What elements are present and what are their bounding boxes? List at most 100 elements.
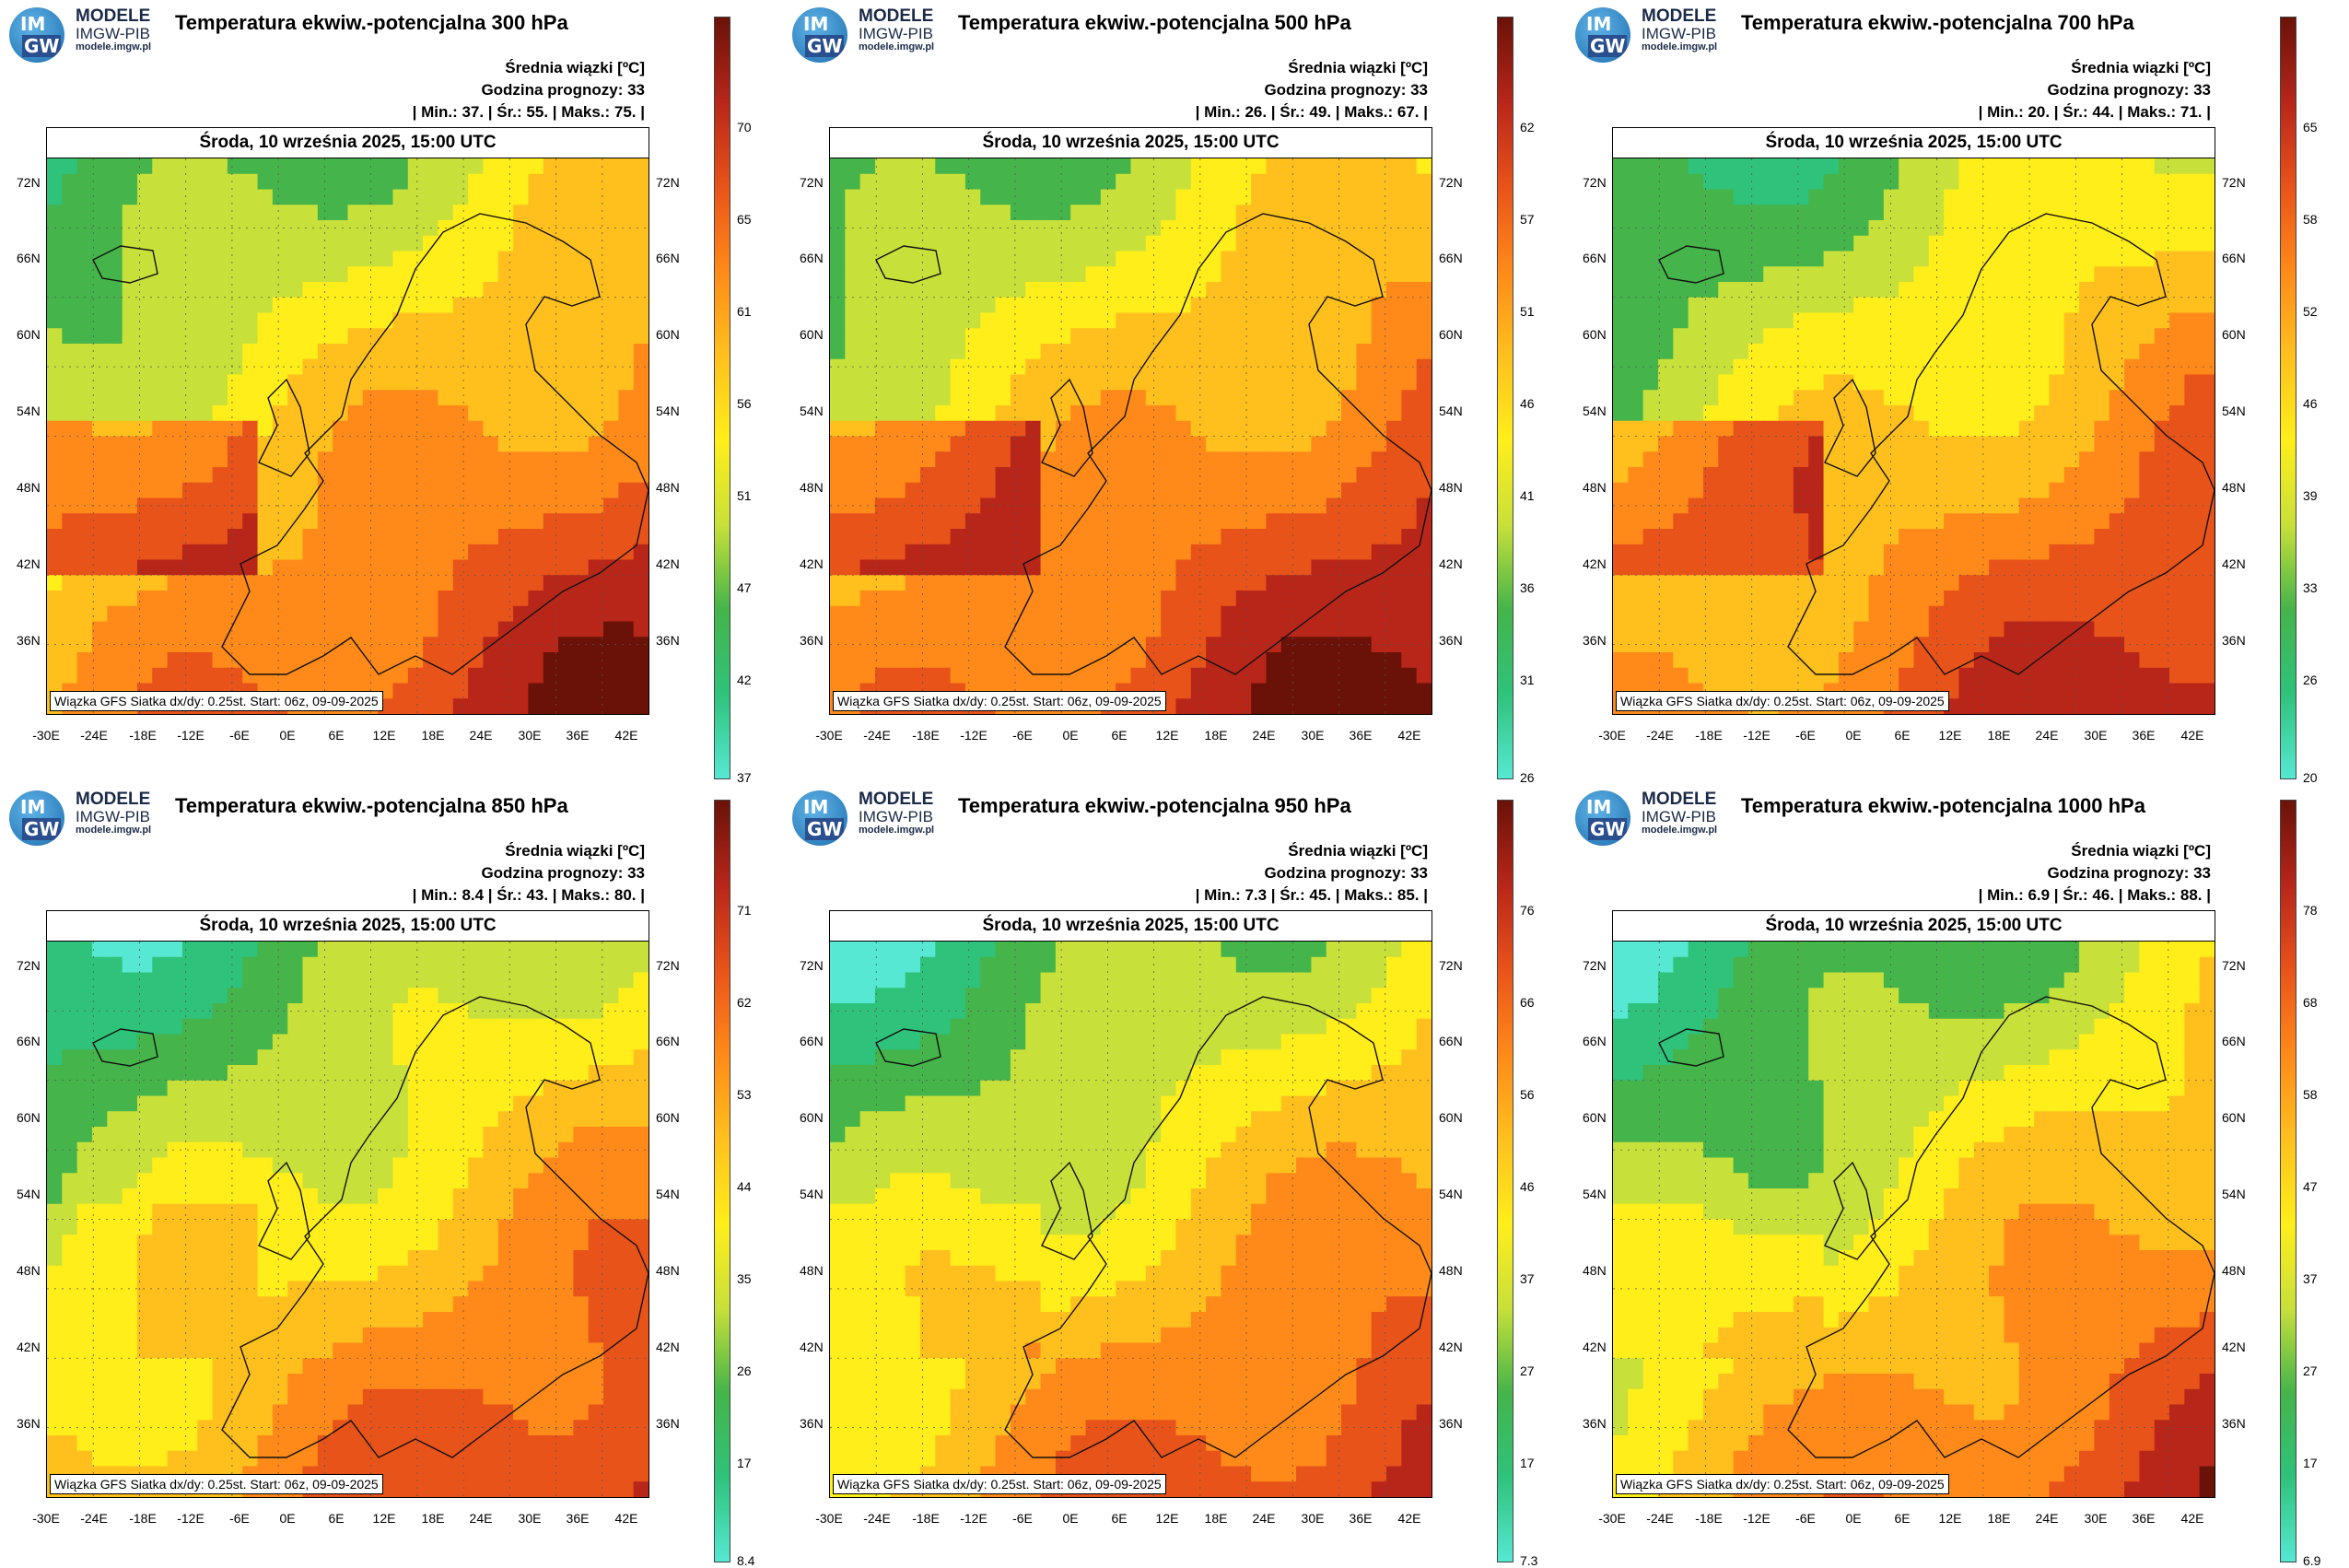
field-cell bbox=[1794, 344, 1809, 359]
field-cell bbox=[558, 1049, 574, 1065]
field-cell bbox=[2109, 560, 2125, 576]
field-cell bbox=[1341, 375, 1357, 391]
field-cell bbox=[2094, 560, 2109, 576]
field-cell bbox=[2200, 591, 2215, 606]
field-cell bbox=[77, 190, 93, 205]
field-cell bbox=[573, 390, 589, 405]
field-cell bbox=[1884, 190, 1899, 205]
field-cell bbox=[137, 560, 153, 576]
field-cell bbox=[603, 483, 619, 498]
field-cell bbox=[287, 483, 303, 498]
field-cell bbox=[1884, 668, 1899, 684]
field-cell bbox=[303, 390, 319, 405]
field-cell bbox=[168, 591, 183, 606]
field-cell bbox=[483, 205, 498, 220]
field-cell bbox=[543, 205, 559, 220]
lat-tick-left: 42N bbox=[17, 556, 41, 571]
field-cell bbox=[318, 266, 333, 282]
field-cell bbox=[1658, 344, 1674, 359]
field-cell bbox=[1191, 390, 1207, 405]
field-cell bbox=[392, 344, 408, 359]
field-cell bbox=[168, 575, 183, 591]
field-cell bbox=[1417, 282, 1432, 298]
field-cell bbox=[287, 1096, 303, 1112]
field-cell bbox=[1086, 190, 1102, 205]
field-cell bbox=[860, 390, 876, 405]
field-cell bbox=[2124, 205, 2140, 220]
field-cell bbox=[1763, 529, 1779, 544]
field-cell bbox=[573, 560, 589, 576]
field-cell bbox=[483, 1035, 498, 1050]
field-cell bbox=[258, 652, 274, 668]
field-cell bbox=[2049, 421, 2064, 437]
field-cell bbox=[197, 236, 213, 252]
field-cell bbox=[1628, 451, 1643, 467]
field-cell bbox=[197, 375, 213, 391]
field-cell bbox=[287, 252, 303, 267]
field-cell bbox=[573, 190, 589, 205]
field-cell bbox=[1401, 622, 1417, 638]
field-cell bbox=[1613, 328, 1629, 344]
field-cell bbox=[1341, 467, 1357, 483]
field-cell bbox=[152, 282, 168, 298]
field-cell bbox=[1899, 668, 1914, 684]
map-area[interactable] bbox=[1612, 158, 2215, 715]
field-cell bbox=[2155, 390, 2170, 405]
field-cell bbox=[1884, 266, 1899, 282]
map-area[interactable] bbox=[829, 158, 1432, 715]
field-cell bbox=[333, 560, 348, 576]
field-cell bbox=[1386, 544, 1402, 560]
lat-tick-right: 42N bbox=[2222, 556, 2246, 571]
field-cell bbox=[1175, 282, 1191, 298]
field-cell bbox=[558, 529, 574, 544]
field-cell bbox=[965, 252, 981, 267]
map-area[interactable] bbox=[46, 941, 649, 1498]
panel-title: Temperatura ekwiw.-potencjalna 700 hPa bbox=[1741, 11, 2134, 35]
field-cell bbox=[1041, 622, 1057, 638]
field-cell bbox=[1869, 575, 1885, 591]
field-cell bbox=[935, 298, 951, 313]
field-cell bbox=[213, 421, 228, 437]
field-cell bbox=[906, 158, 921, 174]
field-cell bbox=[1958, 421, 1974, 437]
field-cell bbox=[589, 622, 604, 638]
field-cell bbox=[1070, 252, 1086, 267]
field-cell bbox=[1266, 544, 1281, 560]
field-cell bbox=[1070, 529, 1086, 544]
field-cell bbox=[182, 328, 198, 344]
field-cell bbox=[558, 451, 574, 467]
field-cell bbox=[951, 560, 966, 576]
field-cell bbox=[634, 298, 649, 313]
field-cell bbox=[318, 560, 333, 576]
field-cell bbox=[438, 158, 453, 174]
field-cell bbox=[1899, 174, 1914, 190]
field-cell bbox=[906, 591, 921, 606]
field-cell bbox=[1763, 390, 1779, 405]
field-cell bbox=[1718, 483, 1734, 498]
field-cell bbox=[1206, 390, 1221, 405]
field-cell bbox=[1041, 266, 1057, 282]
field-cell bbox=[589, 684, 604, 699]
field-cell bbox=[273, 942, 288, 957]
field-cell bbox=[273, 375, 288, 391]
field-cell bbox=[348, 344, 364, 359]
field-cell bbox=[2034, 591, 2050, 606]
field-cell bbox=[273, 652, 288, 668]
field-cell bbox=[1296, 344, 1312, 359]
panel-title: Temperatura ekwiw.-potencjalna 850 hPa bbox=[175, 794, 568, 818]
field-cell bbox=[62, 544, 77, 560]
field-cell bbox=[213, 544, 228, 560]
field-cell bbox=[513, 205, 529, 220]
field-cell bbox=[2169, 298, 2185, 313]
field-cell bbox=[1191, 205, 1207, 220]
field-cell bbox=[1131, 190, 1147, 205]
field-cell bbox=[1386, 622, 1402, 638]
field-cell bbox=[1356, 158, 1372, 174]
field-cell bbox=[1794, 575, 1809, 591]
field-cell bbox=[1989, 467, 2004, 483]
map-area[interactable] bbox=[46, 158, 649, 715]
